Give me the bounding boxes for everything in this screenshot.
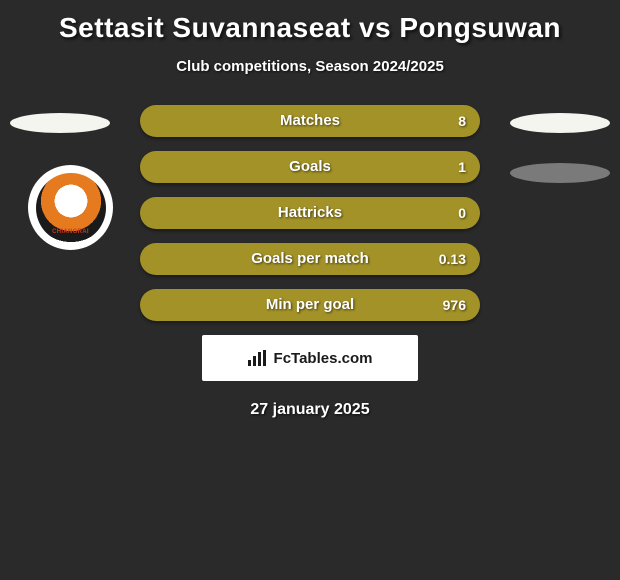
club-crest: CHIANGRAI <box>28 165 113 250</box>
stat-row-goals-per-match: Goals per match 0.13 <box>140 243 480 275</box>
stat-right-value: 976 <box>443 289 466 321</box>
page-title: Settasit Suvannaseat vs Pongsuwan <box>0 0 620 44</box>
stat-label: Goals <box>140 151 480 183</box>
stat-label: Min per goal <box>140 289 480 321</box>
stat-row-min-per-goal: Min per goal 976 <box>140 289 480 321</box>
brand-box[interactable]: FcTables.com <box>202 335 418 381</box>
club-crest-label: CHIANGRAI <box>36 229 106 235</box>
stats-area: CHIANGRAI Matches 8 Goals 1 Hattricks 0 … <box>0 105 620 419</box>
bar-chart-icon <box>248 350 268 366</box>
stat-right-value: 0.13 <box>439 243 466 275</box>
stat-row-matches: Matches 8 <box>140 105 480 137</box>
left-player-badge <box>10 113 110 133</box>
right-player-badge-1 <box>510 113 610 133</box>
stat-label: Hattricks <box>140 197 480 229</box>
date-line: 27 january 2025 <box>0 401 620 419</box>
stat-label: Matches <box>140 105 480 137</box>
stat-rows: Matches 8 Goals 1 Hattricks 0 Goals per … <box>140 105 480 321</box>
stat-row-goals: Goals 1 <box>140 151 480 183</box>
stat-right-value: 0 <box>458 197 466 229</box>
right-player-badge-2 <box>510 163 610 183</box>
club-crest-graphic: CHIANGRAI <box>36 173 106 243</box>
subtitle: Club competitions, Season 2024/2025 <box>0 58 620 75</box>
stat-right-value: 8 <box>458 105 466 137</box>
stat-right-value: 1 <box>458 151 466 183</box>
brand-text: FcTables.com <box>274 350 373 367</box>
stat-row-hattricks: Hattricks 0 <box>140 197 480 229</box>
stat-label: Goals per match <box>140 243 480 275</box>
